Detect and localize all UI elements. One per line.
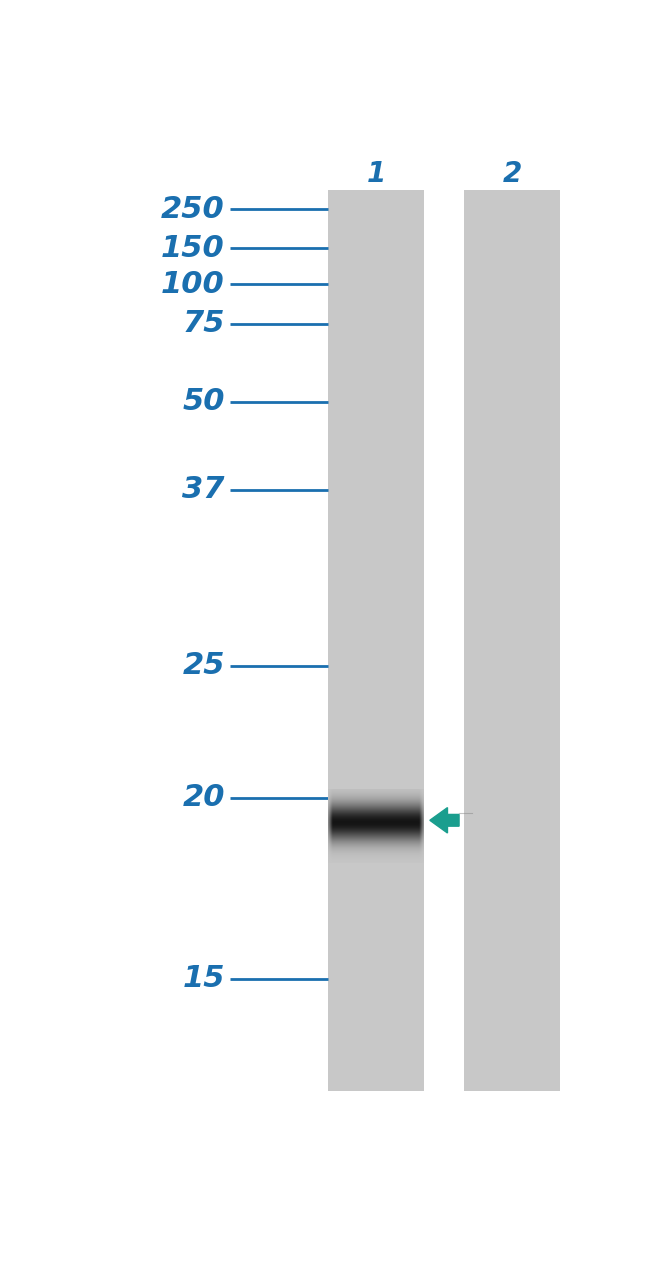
Text: 250: 250: [161, 194, 225, 224]
Text: 25: 25: [182, 652, 225, 681]
Text: 2: 2: [502, 160, 521, 188]
Bar: [464, 189, 560, 1091]
Text: 100: 100: [161, 271, 225, 298]
Text: 20: 20: [182, 784, 225, 813]
Text: 50: 50: [182, 387, 225, 417]
FancyArrow shape: [430, 808, 459, 833]
Bar: [328, 189, 424, 1091]
Text: 150: 150: [161, 234, 225, 263]
Text: 37: 37: [182, 475, 225, 504]
Text: 1: 1: [367, 160, 385, 188]
Text: 15: 15: [182, 964, 225, 993]
Text: 75: 75: [182, 309, 225, 338]
